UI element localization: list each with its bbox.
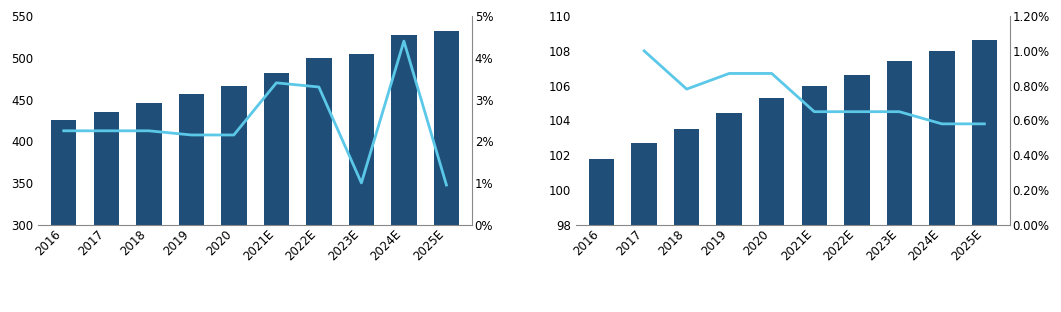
- Bar: [631, 143, 657, 312]
- Bar: [759, 98, 784, 312]
- Bar: [221, 86, 246, 312]
- Bar: [136, 103, 161, 312]
- Bar: [716, 114, 742, 312]
- Bar: [801, 85, 827, 312]
- Bar: [51, 120, 76, 312]
- Bar: [887, 61, 912, 312]
- Bar: [434, 31, 459, 312]
- Bar: [178, 94, 204, 312]
- Bar: [392, 35, 417, 312]
- Bar: [307, 58, 332, 312]
- Bar: [674, 129, 699, 312]
- Bar: [589, 158, 614, 312]
- Bar: [349, 54, 375, 312]
- Bar: [845, 75, 870, 312]
- Bar: [93, 112, 119, 312]
- Bar: [929, 51, 955, 312]
- Bar: [263, 73, 289, 312]
- Bar: [972, 41, 997, 312]
